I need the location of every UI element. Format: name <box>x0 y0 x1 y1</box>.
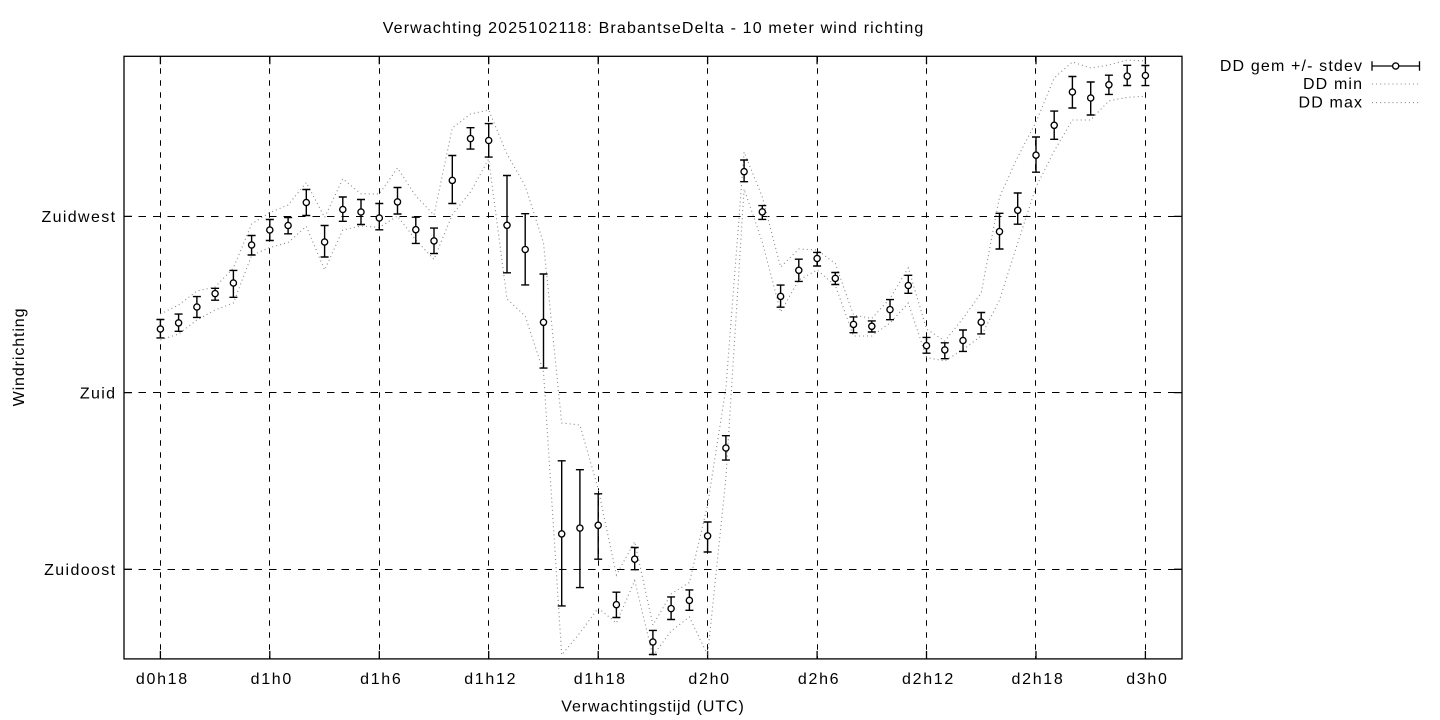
svg-text:Zuid: Zuid <box>80 385 117 402</box>
svg-text:d0h18: d0h18 <box>136 671 189 688</box>
svg-text:d1h12: d1h12 <box>464 671 517 688</box>
svg-text:Zuidwest: Zuidwest <box>41 209 116 226</box>
svg-text:d2h0: d2h0 <box>688 671 730 688</box>
svg-text:Verwachting 2025102118: Braban: Verwachting 2025102118: BrabantseDelta -… <box>383 20 925 37</box>
svg-text:d2h18: d2h18 <box>1012 671 1065 688</box>
svg-text:d2h6: d2h6 <box>798 671 840 688</box>
svg-text:DD max: DD max <box>1299 94 1364 111</box>
svg-text:d1h0: d1h0 <box>251 671 293 688</box>
svg-text:DD min: DD min <box>1303 76 1363 93</box>
svg-text:DD gem +/- stdev: DD gem +/- stdev <box>1220 58 1363 75</box>
svg-text:d3h0: d3h0 <box>1126 671 1168 688</box>
svg-text:Windrichting: Windrichting <box>11 308 28 407</box>
svg-text:Verwachtingstijd (UTC): Verwachtingstijd (UTC) <box>561 699 744 716</box>
svg-text:Zuidoost: Zuidoost <box>44 562 116 579</box>
svg-text:d2h12: d2h12 <box>902 671 955 688</box>
svg-text:d1h18: d1h18 <box>574 671 627 688</box>
svg-text:d1h6: d1h6 <box>360 671 402 688</box>
